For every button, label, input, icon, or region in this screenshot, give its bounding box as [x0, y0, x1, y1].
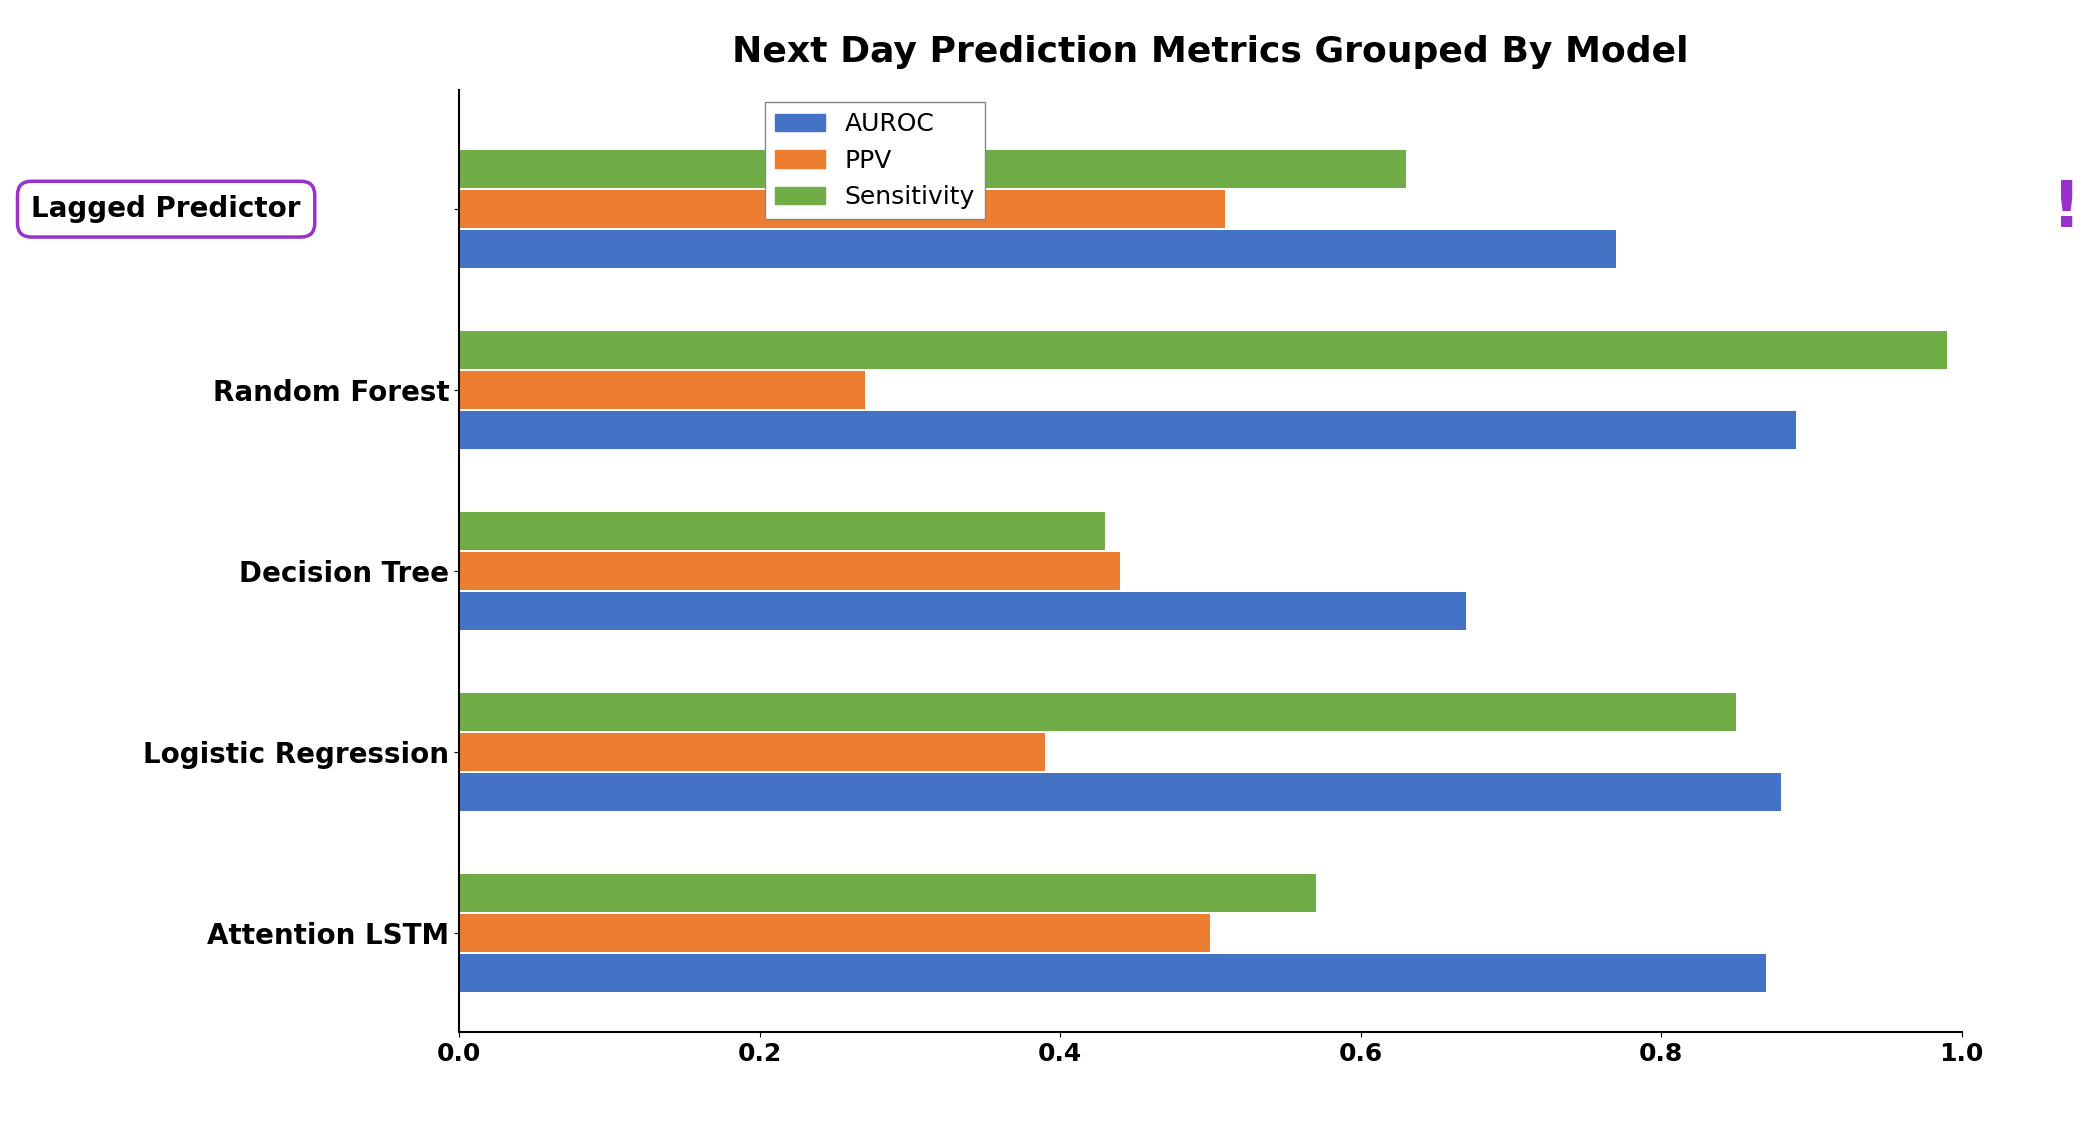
Bar	[459, 190, 1225, 228]
Bar	[459, 512, 1106, 550]
Bar	[459, 874, 1315, 912]
Bar	[459, 913, 1210, 951]
Bar	[459, 954, 1766, 992]
Bar	[459, 411, 1797, 449]
Title: Next Day Prediction Metrics Grouped By Model: Next Day Prediction Metrics Grouped By M…	[733, 35, 1688, 68]
Bar	[459, 552, 1121, 590]
Legend: AUROC, PPV, Sensitivity: AUROC, PPV, Sensitivity	[764, 102, 985, 219]
Bar	[459, 591, 1465, 629]
Bar	[459, 230, 1615, 268]
Bar	[459, 371, 864, 410]
Bar	[459, 693, 1736, 732]
Bar	[459, 733, 1046, 771]
Bar	[459, 331, 1947, 369]
Text: !: !	[2052, 178, 2081, 240]
Bar	[459, 773, 1782, 810]
Text: Lagged Predictor: Lagged Predictor	[31, 195, 301, 223]
Bar	[459, 150, 1407, 188]
